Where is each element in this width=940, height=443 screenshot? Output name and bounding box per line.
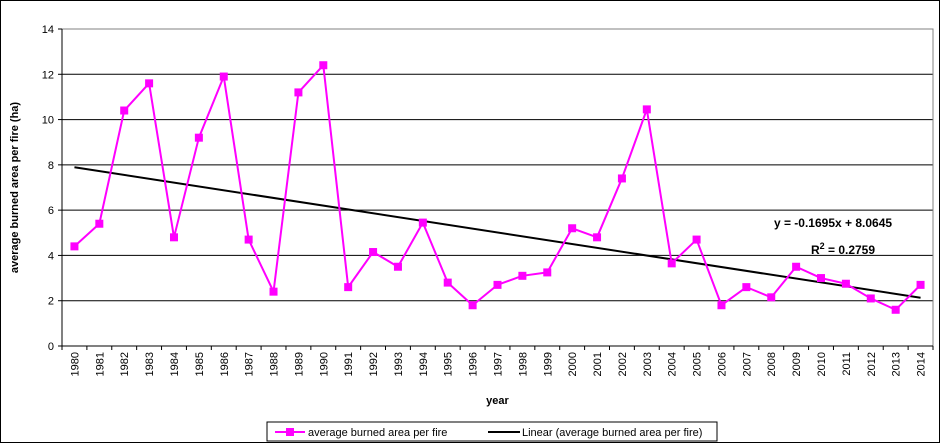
data-point-marker: [817, 274, 826, 283]
data-point-marker: [145, 79, 154, 88]
x-tick-label: 2011: [841, 352, 853, 376]
x-tick-label: 1981: [94, 352, 106, 376]
x-tick-label: 2012: [866, 352, 878, 376]
data-point-marker: [319, 61, 328, 70]
x-tick-label: 1984: [169, 352, 181, 376]
x-axis-title: year: [486, 395, 509, 407]
data-point-marker: [568, 224, 577, 233]
data-point-marker: [518, 271, 527, 280]
x-tick-label: 1999: [542, 352, 554, 376]
trendline-r2: R2 = 0.2759: [811, 241, 875, 257]
x-tick-label: 1986: [219, 352, 231, 376]
x-tick-label: 1995: [443, 352, 455, 376]
data-point-marker: [642, 105, 651, 114]
x-tick-label: 1992: [368, 352, 380, 376]
data-point-marker: [344, 283, 353, 292]
x-tick-label: 1989: [293, 352, 305, 376]
data-point-marker: [866, 294, 875, 303]
data-point-marker: [120, 106, 129, 115]
x-tick-label: 1982: [119, 352, 131, 376]
legend-series-label: average burned area per fire: [308, 427, 447, 439]
x-tick-label: 2002: [617, 352, 629, 376]
y-tick-label: 6: [48, 205, 54, 217]
trendline-equation: y = -0.1695x + 8.0645: [774, 216, 892, 230]
x-tick-label: 1983: [144, 352, 156, 376]
legend-series-marker: [286, 428, 294, 436]
data-point-marker: [543, 268, 552, 277]
y-tick-label: 12: [42, 69, 54, 81]
x-tick-label: 2000: [567, 352, 579, 376]
x-tick-label: 1991: [343, 352, 355, 376]
r2-label: R: [811, 243, 820, 257]
data-point-marker: [717, 301, 726, 310]
x-tick-label: 2014: [916, 352, 928, 376]
data-point-marker: [692, 235, 701, 244]
legend-trendline-label: Linear (average burned area per fire): [522, 427, 702, 439]
y-tick-label: 4: [48, 250, 54, 262]
y-tick-label: 8: [48, 160, 54, 172]
data-point-marker: [169, 233, 178, 242]
x-tick-label: 2003: [642, 352, 654, 376]
series-group: [70, 61, 925, 314]
data-point-marker: [244, 235, 253, 244]
data-point-marker: [767, 293, 776, 302]
y-axis-ticks: 0 2 4 6 8 10 12 14: [42, 24, 933, 353]
data-point-marker: [742, 283, 751, 292]
x-tick-label: 1985: [194, 352, 206, 376]
data-point-marker: [95, 219, 104, 228]
data-point-marker: [369, 248, 378, 257]
legend: average burned area per fire Linear (ave…: [266, 421, 718, 442]
x-tick-label: 1996: [468, 352, 480, 376]
x-tick-label: 2004: [667, 352, 679, 376]
data-point-marker: [792, 262, 801, 271]
data-point-marker: [891, 305, 900, 314]
x-tick-label: 1998: [517, 352, 529, 376]
data-point-marker: [418, 218, 427, 227]
x-tick-label: 1987: [244, 352, 256, 376]
y-tick-label: 0: [48, 341, 54, 353]
x-tick-label: 2006: [716, 352, 728, 376]
x-tick-label: 2001: [592, 352, 604, 376]
trendline-group: [74, 166, 921, 299]
x-tick-label: 2013: [891, 352, 903, 376]
x-tick-label: 1993: [393, 352, 405, 376]
data-point-marker: [194, 133, 203, 142]
x-tick-label: 1988: [269, 352, 281, 376]
trendline: [74, 166, 921, 299]
y-tick-label: 2: [48, 296, 54, 308]
data-point-marker: [468, 301, 477, 310]
data-point-marker: [219, 72, 228, 81]
x-axis-ticks: 1980 1981 1982 1983 1984 1985 1986 1987 1988 1989…: [61, 346, 934, 376]
data-point-marker: [443, 278, 452, 287]
data-point-marker: [617, 174, 626, 183]
y-tick-label: 14: [42, 24, 54, 36]
x-tick-label: 2010: [816, 352, 828, 376]
x-tick-label: 1997: [493, 352, 505, 376]
data-point-marker: [916, 280, 925, 289]
x-tick-label: 1994: [418, 352, 430, 376]
x-tick-label: 2008: [766, 352, 778, 376]
data-point-marker: [667, 259, 676, 268]
data-point-marker: [294, 88, 303, 97]
x-tick-label: 2005: [692, 352, 704, 376]
x-tick-label: 1990: [318, 352, 330, 376]
data-point-marker: [493, 280, 502, 289]
data-point-marker: [393, 262, 402, 271]
data-point-marker: [841, 279, 850, 288]
r2-superscript: 2: [820, 241, 825, 251]
y-axis-title: average burned area per fire (ha): [9, 102, 21, 274]
data-point-marker: [70, 242, 79, 251]
data-point-marker: [593, 233, 602, 242]
x-tick-label: 1980: [69, 352, 81, 376]
r2-value: = 0.2759: [825, 243, 876, 257]
data-point-marker: [269, 287, 278, 296]
y-tick-label: 10: [42, 115, 54, 127]
x-tick-label: 2009: [791, 352, 803, 376]
x-tick-label: 2007: [741, 352, 753, 376]
